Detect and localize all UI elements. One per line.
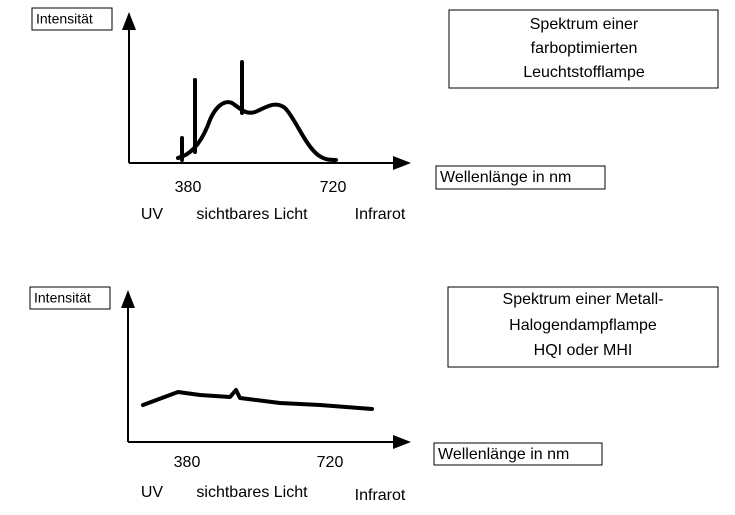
title-line: Halogendampflampe bbox=[509, 317, 657, 334]
arrow bbox=[393, 156, 411, 170]
region-label: Infrarot bbox=[355, 487, 406, 504]
region-label: Infrarot bbox=[355, 206, 406, 223]
title-line: Leuchtstofflampe bbox=[523, 64, 645, 81]
y-label: Intensität bbox=[34, 290, 91, 306]
y-label-box bbox=[29, 286, 111, 310]
tick-label: 380 bbox=[175, 179, 202, 196]
x-label-box bbox=[433, 442, 603, 466]
title-box bbox=[447, 286, 719, 368]
x-label: Wellenlänge in nm bbox=[438, 446, 569, 463]
x-label-box bbox=[435, 165, 606, 190]
tick-label: 380 bbox=[174, 454, 201, 471]
title-line: Spektrum einer Metall- bbox=[503, 291, 664, 308]
spectrum-curve bbox=[141, 388, 374, 411]
title-line: farboptimierten bbox=[531, 40, 638, 57]
y-label: Intensität bbox=[36, 11, 93, 27]
y-label-box bbox=[31, 7, 113, 31]
title-line: HQI oder MHI bbox=[534, 342, 633, 359]
arrow bbox=[121, 290, 135, 308]
tick-label: 720 bbox=[317, 454, 344, 471]
title-box bbox=[448, 9, 719, 89]
region-label: sichtbares Licht bbox=[196, 206, 308, 223]
arrow bbox=[393, 435, 411, 449]
arrow bbox=[122, 12, 136, 30]
spectrum-curve bbox=[176, 100, 338, 162]
title-line: Spektrum einer bbox=[530, 16, 639, 33]
tick-label: 720 bbox=[320, 179, 347, 196]
diagram-top: Spektrum einer farboptimierten Leuchtsto… bbox=[31, 7, 719, 223]
region-label: UV bbox=[141, 484, 164, 501]
region-label: sichtbares Licht bbox=[196, 484, 308, 501]
x-label: Wellenlänge in nm bbox=[440, 169, 571, 186]
region-label: UV bbox=[141, 206, 164, 223]
diagram-bottom: Spektrum einer Metall- Halogendampflampe… bbox=[29, 286, 719, 504]
